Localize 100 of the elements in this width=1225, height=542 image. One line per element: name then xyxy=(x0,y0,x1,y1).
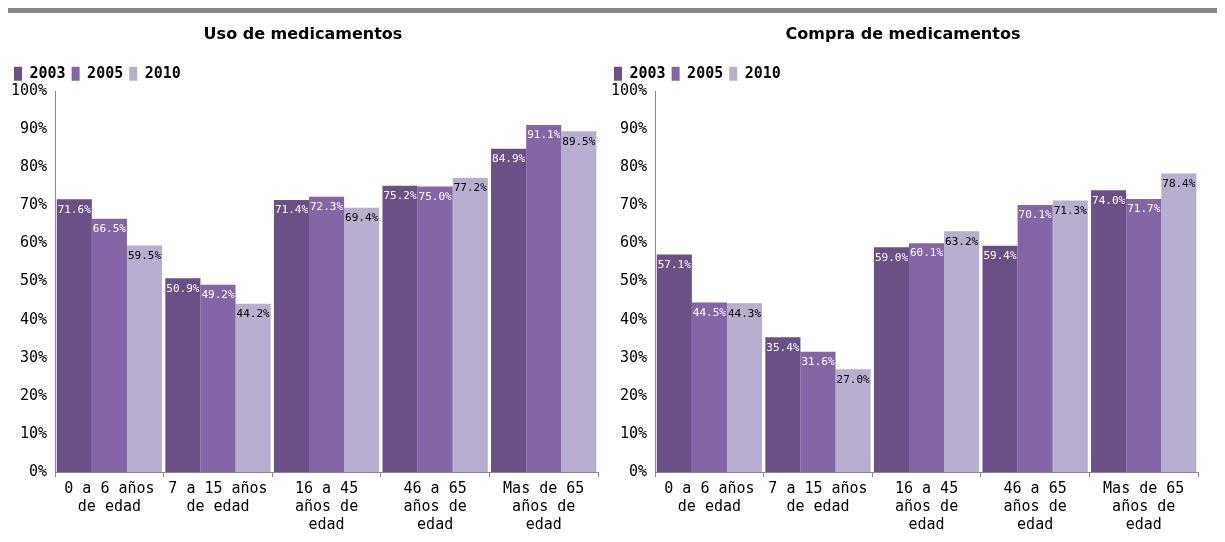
text: 49.2% xyxy=(201,288,235,302)
text: 44.2% xyxy=(236,307,270,321)
x-tick-label: 46 a 65 años de edad xyxy=(403,478,467,533)
bar xyxy=(491,148,527,472)
text: 50.9% xyxy=(166,281,200,295)
x-tick-label: 46 a 65 años de edad xyxy=(1003,478,1067,533)
chart-title: Compra de medicamentos xyxy=(785,23,1021,43)
text: 78.4% xyxy=(1162,176,1196,190)
bar xyxy=(235,303,271,472)
y-tick-label: 20% xyxy=(20,385,48,404)
x-tick-label: 16 a 45 años de edad xyxy=(294,478,359,533)
legend-label: 2010 xyxy=(144,63,181,82)
legend-label: 2003 xyxy=(629,63,666,82)
legend-label: 2010 xyxy=(744,63,781,82)
text: 89.5% xyxy=(562,134,596,148)
x-tick-label: Mas de 65 años de edad xyxy=(1103,478,1185,533)
bar xyxy=(1126,198,1162,472)
bar xyxy=(165,278,201,472)
y-tick-label: 40% xyxy=(620,309,648,328)
y-tick-label: 10% xyxy=(20,423,48,442)
text: 63.2% xyxy=(945,234,979,248)
text: 69.4% xyxy=(345,211,379,225)
x-tick-label: 16 a 45 años de edad xyxy=(894,478,959,533)
text: 71.4% xyxy=(274,203,309,217)
text: 72.3% xyxy=(310,200,344,214)
x-tick-label: Mas de 65 años de edad xyxy=(503,478,585,533)
text: 75.2% xyxy=(383,189,417,202)
x-tick-label: 0 a 6 años de edad xyxy=(64,478,155,515)
y-tick-label: 60% xyxy=(620,233,648,252)
bar xyxy=(561,131,597,472)
bar xyxy=(273,200,310,472)
text: 44.3% xyxy=(727,306,762,320)
text: 71.7% xyxy=(1127,202,1161,216)
y-tick-label: 30% xyxy=(620,347,648,366)
text: 59.5% xyxy=(127,248,162,262)
y-tick-label: 50% xyxy=(20,271,48,290)
bar xyxy=(56,199,92,472)
y-tick-label: 90% xyxy=(620,119,648,138)
text: 59.0% xyxy=(874,250,909,264)
y-tick-label: 90% xyxy=(20,119,48,138)
bar xyxy=(1052,200,1088,472)
y-tick-label: 100% xyxy=(11,81,48,100)
bar xyxy=(765,337,801,472)
y-tick-label: 60% xyxy=(20,233,48,252)
y-tick-label: 10% xyxy=(620,423,648,442)
text: 35.4% xyxy=(766,340,800,354)
bar xyxy=(1091,190,1127,472)
bar xyxy=(909,243,945,472)
text: 71.3% xyxy=(1053,203,1087,217)
bar xyxy=(944,231,980,472)
text: 66.5% xyxy=(92,222,126,236)
bar xyxy=(982,245,1018,472)
bar xyxy=(417,186,453,472)
bar xyxy=(873,247,910,472)
bar xyxy=(91,218,127,472)
bar xyxy=(800,351,836,472)
bar xyxy=(309,196,345,472)
bar xyxy=(452,178,488,472)
legend-label: 2003 xyxy=(29,63,66,82)
text: 27.0% xyxy=(836,372,870,386)
x-tick-label: 7 a 15 años de edad xyxy=(768,478,868,515)
bar xyxy=(1017,205,1053,472)
text: 77.2% xyxy=(453,181,487,195)
text: 84.9% xyxy=(492,152,526,166)
text: 75.0% xyxy=(418,189,452,203)
y-tick-label: 70% xyxy=(20,195,48,214)
bar xyxy=(835,369,871,472)
text: 74.0% xyxy=(1092,193,1126,207)
y-tick-label: 0% xyxy=(629,461,648,480)
y-tick-label: 40% xyxy=(20,309,48,328)
text: 71.6% xyxy=(57,202,91,216)
text: 70.1% xyxy=(1018,208,1052,222)
bar xyxy=(344,207,380,472)
y-tick-label: 30% xyxy=(20,347,48,366)
text: 57.1% xyxy=(657,257,691,271)
text: 91.1% xyxy=(527,128,561,142)
y-tick-label: 50% xyxy=(620,271,648,290)
bar xyxy=(656,254,692,472)
text: 59.4% xyxy=(983,249,1017,263)
bar xyxy=(691,302,727,472)
chart-title: Uso de medicamentos xyxy=(203,23,403,43)
bar xyxy=(382,185,418,472)
y-tick-label: 100% xyxy=(611,81,648,100)
text: 60.1% xyxy=(910,246,944,260)
legend-label: 2005 xyxy=(687,63,724,82)
bar xyxy=(526,125,562,472)
legend-label: 2005 xyxy=(87,63,124,82)
y-tick-label: 0% xyxy=(29,461,48,480)
text: 44.5% xyxy=(692,305,726,319)
y-tick-label: 80% xyxy=(620,157,648,176)
x-tick-label: 7 a 15 años de edad xyxy=(168,478,268,515)
y-tick-label: 20% xyxy=(620,385,648,404)
bar xyxy=(726,303,763,472)
bar xyxy=(126,245,163,472)
bar xyxy=(200,284,236,472)
y-tick-label: 70% xyxy=(620,195,648,214)
bar xyxy=(1161,173,1197,472)
text: 31.6% xyxy=(801,355,835,369)
x-tick-label: 0 a 6 años de edad xyxy=(664,478,755,515)
y-tick-label: 80% xyxy=(20,157,48,176)
